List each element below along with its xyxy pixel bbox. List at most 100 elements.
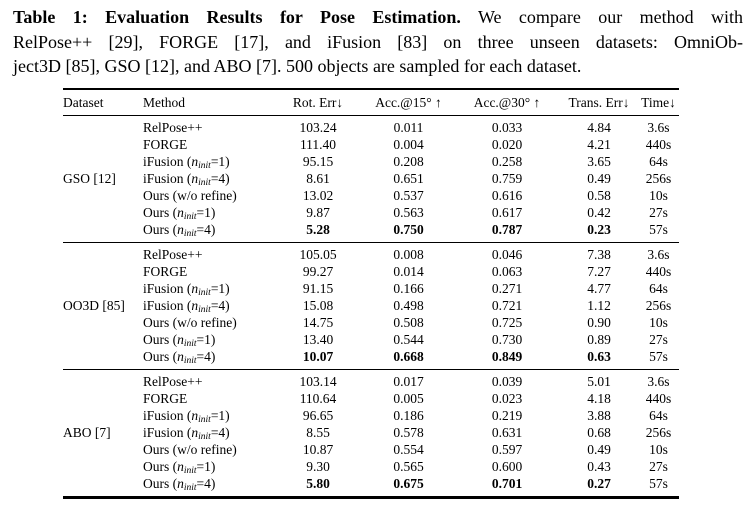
value-cell: 0.011 (393, 119, 424, 135)
value-cell: 27s (649, 331, 668, 347)
value-cell: 0.166 (393, 280, 424, 296)
dataset-group: OO3D [85] RelPose++ 105.05 0.008 0.046 7.38 3.… (63, 242, 679, 369)
value-cell: 0.43 (587, 458, 611, 474)
value-cell: 0.039 (491, 373, 523, 389)
header-row: Dataset Method Rot. Err↓ Acc.@15° ↑ Acc.@30°… (63, 89, 679, 115)
method-cell: Ours (ninit=1) (143, 204, 216, 222)
method-cell: Ours (ninit=1) (143, 458, 216, 476)
table-row: Ours (w/o refine) 14.75 0.508 0.725 0.90 10s (63, 314, 679, 331)
value-cell: 0.787 (491, 221, 523, 237)
table-row: iFusion (ninit=1) 96.65 0.186 0.219 3.88 64s (63, 407, 679, 425)
value-cell: 0.014 (393, 263, 424, 279)
value-cell: 0.537 (393, 187, 424, 203)
method-cell: FORGE (143, 136, 188, 152)
value-cell: 7.38 (587, 246, 611, 262)
table-row: Ours (ninit=4) 5.28 0.750 0.787 0.23 57s (63, 221, 679, 243)
value-cell: 5.01 (587, 373, 611, 389)
value-cell: 0.033 (491, 119, 523, 135)
value-cell: 8.55 (306, 424, 330, 440)
value-cell: 0.668 (393, 348, 424, 364)
value-cell: 27s (649, 204, 668, 220)
value-cell: 0.258 (491, 153, 523, 169)
value-cell: 0.578 (393, 424, 424, 440)
value-cell: 1.12 (587, 297, 611, 313)
value-cell: 105.05 (299, 246, 337, 262)
value-cell: 27s (649, 458, 668, 474)
method-cell: FORGE (143, 390, 188, 406)
method-cell: Ours (ninit=4) (143, 221, 216, 239)
value-cell: 64s (649, 407, 668, 423)
value-cell: 0.721 (491, 297, 523, 313)
method-cell: iFusion (ninit=4) (143, 424, 230, 442)
value-cell: 57s (649, 475, 668, 491)
caption-line-2: RelPose++ [29], FORGE [17], and iFusion … (13, 31, 743, 52)
value-cell: 10s (649, 441, 668, 457)
table-row: Ours (ninit=1) 9.30 0.565 0.600 0.43 27s (63, 458, 679, 476)
value-cell: 0.508 (393, 314, 424, 330)
value-cell: 0.27 (587, 475, 611, 491)
caption-title: Table 1: Evaluation Results for Pose Est… (13, 7, 461, 27)
table-header: Dataset Method Rot. Err↓ Acc.@15° ↑ Acc.@30°… (63, 89, 679, 115)
value-cell: 0.49 (587, 441, 611, 457)
value-cell: 0.544 (393, 331, 424, 347)
value-cell: 103.24 (299, 119, 337, 135)
value-cell: 0.651 (393, 170, 424, 186)
table-row: FORGE 111.40 0.004 0.020 4.21 440s (63, 136, 679, 153)
value-cell: 9.30 (306, 458, 330, 474)
value-cell: 0.42 (587, 204, 611, 220)
value-cell: 9.87 (306, 204, 330, 220)
value-cell: 15.08 (302, 297, 334, 313)
value-cell: 4.77 (587, 280, 611, 296)
value-cell: 64s (649, 153, 668, 169)
table-row: FORGE 110.64 0.005 0.023 4.18 440s (63, 390, 679, 407)
value-cell: 0.208 (393, 153, 424, 169)
value-cell: 440s (645, 263, 672, 279)
value-cell: 0.046 (491, 246, 523, 262)
table-row: GSO [12] RelPose++ 103.24 0.011 0.033 4.84 3.6… (63, 115, 679, 187)
value-cell: 0.020 (491, 136, 523, 152)
header-cell: Rot. Err↓ (292, 94, 344, 110)
value-cell: 0.554 (393, 441, 424, 457)
value-cell: 13.02 (302, 187, 334, 203)
value-cell: 111.40 (299, 136, 337, 152)
value-cell: 0.597 (491, 441, 523, 457)
value-cell: 5.80 (306, 475, 330, 491)
method-cell: iFusion (ninit=4) (143, 297, 230, 315)
value-cell: 0.219 (491, 407, 523, 423)
value-cell: 95.15 (302, 153, 334, 169)
method-cell: iFusion (ninit=1) (143, 153, 230, 171)
value-cell: 10.07 (302, 348, 334, 364)
value-cell: 0.023 (491, 390, 523, 406)
value-cell: 57s (649, 348, 668, 364)
method-cell: Ours (w/o refine) (143, 187, 237, 203)
value-cell: 0.63 (587, 348, 611, 364)
value-cell: 0.600 (491, 458, 523, 474)
value-cell: 0.563 (393, 204, 424, 220)
caption-line-1: Table 1: Evaluation Results for Pose Est… (13, 5, 743, 30)
value-cell: 0.186 (393, 407, 424, 423)
value-cell: 0.498 (393, 297, 424, 313)
value-cell: 256s (645, 170, 672, 186)
value-cell: 0.58 (587, 187, 611, 203)
table-row: FORGE 99.27 0.014 0.063 7.27 440s (63, 263, 679, 280)
value-cell: 0.730 (491, 331, 523, 347)
header-cell: Acc.@30° ↑ (473, 94, 541, 110)
table-row: iFusion (ninit=4) 15.08 0.498 0.721 1.12 256s (63, 297, 679, 315)
table-row: Ours (w/o refine) 10.87 0.554 0.597 0.49 10s (63, 441, 679, 458)
method-cell: iFusion (ninit=1) (143, 280, 230, 298)
method-cell: iFusion (ninit=1) (143, 407, 230, 425)
table-row: Ours (ninit=1) 13.40 0.544 0.730 0.89 27s (63, 331, 679, 349)
method-cell: Ours (ninit=4) (143, 348, 216, 366)
table-caption: Table 1: Evaluation Results for Pose Est… (13, 5, 743, 79)
table-row: Ours (ninit=1) 9.87 0.563 0.617 0.42 27s (63, 204, 679, 222)
value-cell: 10s (649, 187, 668, 203)
value-cell: 0.008 (393, 246, 424, 262)
method-cell: Ours (ninit=1) (143, 331, 216, 349)
table-row: OO3D [85] RelPose++ 105.05 0.008 0.046 7.38 3.… (63, 242, 679, 314)
value-cell: 0.017 (393, 373, 424, 389)
value-cell: 110.64 (299, 390, 337, 406)
value-cell: 0.759 (491, 170, 523, 186)
value-cell: 99.27 (302, 263, 334, 279)
value-cell: 0.004 (393, 136, 424, 152)
method-cell: RelPose++ (143, 119, 203, 135)
